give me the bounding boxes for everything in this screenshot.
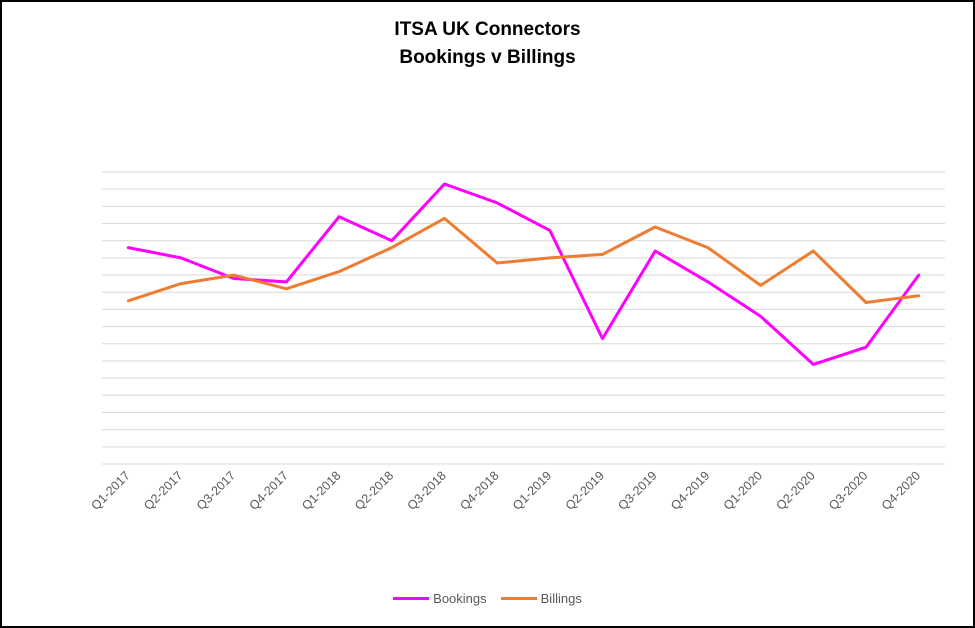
x-tick-label: Q1-2018 bbox=[299, 469, 343, 513]
x-tick-label: Q1-2020 bbox=[721, 469, 765, 513]
x-tick-label: Q4-2017 bbox=[247, 469, 291, 513]
x-tick-label: Q3-2017 bbox=[194, 469, 238, 513]
legend-swatch-bookings bbox=[393, 597, 430, 600]
x-tick-label: Q2-2018 bbox=[352, 469, 396, 513]
x-tick-label: Q4-2018 bbox=[457, 469, 501, 513]
chart-title: ITSA UK Connectors bbox=[394, 19, 581, 40]
legend-swatch-billings bbox=[500, 597, 537, 600]
x-axis-tick-labels: Q1-2017 Q2-2017 Q3-2017 Q4-2017 Q1-2018 Q2-20… bbox=[88, 469, 923, 513]
x-tick-label: Q3-2019 bbox=[615, 469, 659, 513]
x-tick-label: Q2-2020 bbox=[773, 469, 817, 513]
legend-label-bookings: Bookings bbox=[433, 591, 487, 606]
x-tick-label: Q1-2017 bbox=[88, 469, 132, 513]
x-tick-label: Q2-2019 bbox=[563, 469, 607, 513]
legend-label-billings: Billings bbox=[540, 591, 582, 606]
series-lines bbox=[126, 182, 921, 366]
x-tick-label: Q3-2018 bbox=[405, 469, 449, 513]
legend: Bookings Billings bbox=[0, 591, 975, 606]
legend-item-bookings: Bookings bbox=[393, 591, 487, 606]
series-line-bookings bbox=[126, 182, 921, 366]
gridlines bbox=[102, 171, 945, 465]
x-tick-label: Q4-2019 bbox=[668, 469, 712, 513]
chart-subtitle: Bookings v Billings bbox=[399, 47, 576, 68]
x-tick-label: Q3-2020 bbox=[826, 469, 870, 513]
series-line-billings bbox=[126, 216, 921, 304]
x-tick-label: Q2-2017 bbox=[141, 469, 185, 513]
x-tick-label: Q1-2019 bbox=[510, 469, 554, 513]
x-tick-label: Q4-2020 bbox=[879, 469, 923, 513]
legend-item-billings: Billings bbox=[500, 591, 582, 606]
